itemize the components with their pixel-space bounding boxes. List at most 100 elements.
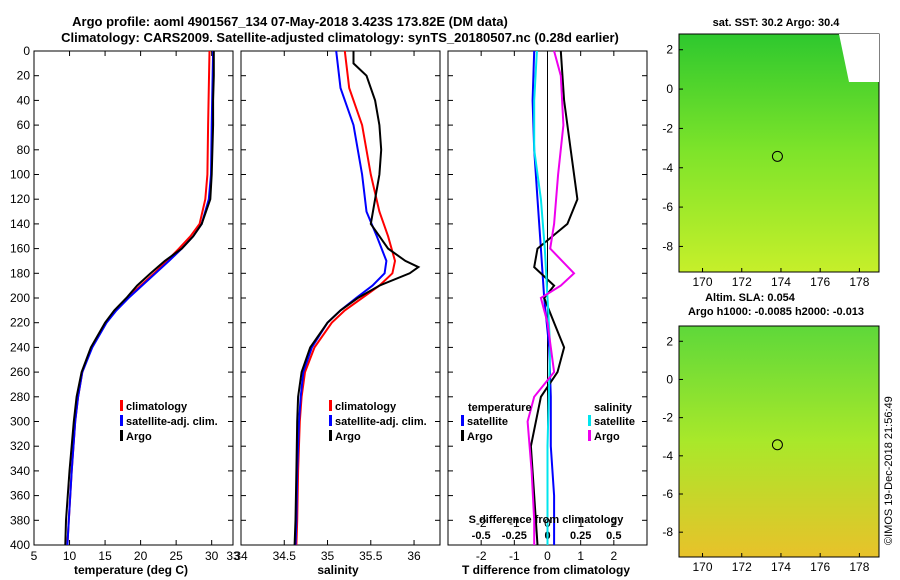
map-x-tick-label: 174 [771,275,791,289]
legend-argo: Argo [335,431,361,443]
difference-legend: temperature satellite Argo salinity sate… [461,402,635,526]
y-tick-label: 0 [23,44,30,58]
map-y-tick-label: 2 [666,334,673,348]
x-tick-label: 2 [610,516,617,530]
y-tick-label: 40 [17,93,31,107]
top-tick-label: -0.25 [502,530,527,542]
map-x-tick-label: 170 [693,275,713,289]
legend-title-temperature: temperature [468,402,532,414]
figure-title-line1: Argo profile: aoml 4901567_134 07-May-20… [72,14,508,29]
x-tick-label: 30 [205,549,219,563]
map-y-tick-label: -2 [662,411,673,425]
temperature-panel: 5 10 15 20 25 30 33 0 20 40 60 80 100 120 140 160 180 200… [10,44,240,563]
x-tick-label: -2 [476,549,487,563]
map-y-tick-label: -6 [662,200,673,214]
legend-climatology: climatology [335,401,397,413]
map-x-tick-label: 176 [810,560,830,574]
y-tick-label: 140 [10,217,30,231]
map-x-tick-label: 172 [732,275,752,289]
x-tick-label: 5 [31,549,38,563]
y-tick-label: 400 [10,538,30,552]
temperature-axis-label: temperature (deg C) [74,563,188,577]
y-tick-label: 220 [10,316,30,330]
series-line-argo [64,51,215,546]
legend-satellite-adj: satellite-adj. clim. [335,416,427,428]
y-tick-label: 340 [10,464,30,478]
profile-location-marker [771,439,783,451]
salinity-panel: 34 34.5 35 35.5 36 [234,50,441,563]
x-tick-label: 2 [610,549,617,563]
map-field [678,33,880,273]
map-x-tick-label: 178 [849,275,869,289]
map-field [678,325,880,558]
legend-climatology: climatology [126,401,188,413]
x-tick-label: 34 [234,549,248,563]
y-tick-label: 380 [10,513,30,527]
plot-frame [240,50,441,546]
y-tick-label: 80 [17,143,31,157]
x-tick-label: 25 [169,549,183,563]
map-y-tick-label: 2 [666,43,673,57]
x-tick-label: -2 [476,516,487,530]
x-tick-label: 34.5 [273,549,297,563]
y-tick-label: 60 [17,118,31,132]
y-tick-label: 100 [10,168,30,182]
map-y-tick-label: -4 [662,161,673,175]
salinity-axis-label: salinity [317,563,359,577]
figure-title-line2: Climatology: CARS2009. Satellite-adjuste… [61,30,619,45]
map-y-tick-label: -8 [662,239,673,253]
top-tick-label: 0.25 [570,530,591,542]
x-tick-label: -1 [509,549,520,563]
y-tick-label: 160 [10,242,30,256]
map-x-tick-label: 178 [849,560,869,574]
map-y-tick-label: -4 [662,449,673,463]
x-tick-label: 1 [577,516,584,530]
x-tick-label: 35 [321,549,335,563]
sla-map-title-line1: Altim. SLA: 0.054 [705,292,796,304]
y-tick-label: 360 [10,489,30,503]
x-tick-label: 35.5 [359,549,383,563]
map-y-tick-label: 0 [666,82,673,96]
x-tick-label: 1 [577,549,584,563]
map-x-tick-label: 176 [810,275,830,289]
sla-map: 170 172 174 176 178 2 0 -2 -4 -6 -8 [662,325,880,574]
difference-axis-label: T difference from climatology [462,563,630,577]
missing-data [839,34,879,82]
y-tick-label: 20 [17,69,31,83]
top-tick-label: 0.5 [606,530,621,542]
y-tick-label: 200 [10,291,30,305]
legend-s-satellite: satellite [594,416,635,428]
series-line-s-satellite [533,50,552,545]
salinity-legend: climatology satellite-adj. clim. Argo [329,400,427,443]
map-x-tick-label: 172 [732,560,752,574]
series-line-argo [293,51,421,546]
y-tick-label: 240 [10,340,30,354]
sst-map: 170 172 174 176 178 2 0 -2 -4 -6 -8 [662,33,880,289]
imos-watermark: ©IMOS 19-Dec-2018 21:56:49 [883,396,895,545]
legend-t-satellite: satellite [467,416,508,428]
map-y-tick-label: -2 [662,121,673,135]
top-tick-label: -0.5 [472,530,491,542]
map-y-tick-label: -6 [662,487,673,501]
x-tick-label: 36 [407,549,421,563]
map-x-tick-label: 174 [771,560,791,574]
x-tick-label: 0 [544,549,551,563]
x-tick-label: 10 [63,549,77,563]
map-y-tick-label: 0 [666,372,673,386]
map-y-tick-label: -8 [662,525,673,539]
temperature-legend: climatology satellite-adj. clim. Argo [120,400,218,443]
map-x-tick-label: 170 [693,560,713,574]
x-tick-label: 15 [98,549,112,563]
y-tick-label: 260 [10,365,30,379]
y-tick-label: 280 [10,390,30,404]
legend-title-salinity: salinity [594,402,633,414]
sst-map-title: sat. SST: 30.2 Argo: 30.4 [713,17,841,29]
sla-map-title-line2: Argo h1000: -0.0085 h2000: -0.013 [688,306,864,318]
plot-frame [33,50,234,546]
y-tick-label: 180 [10,266,30,280]
profile-location-marker [771,150,783,162]
legend-argo: Argo [126,431,152,443]
y-tick-label: 320 [10,439,30,453]
